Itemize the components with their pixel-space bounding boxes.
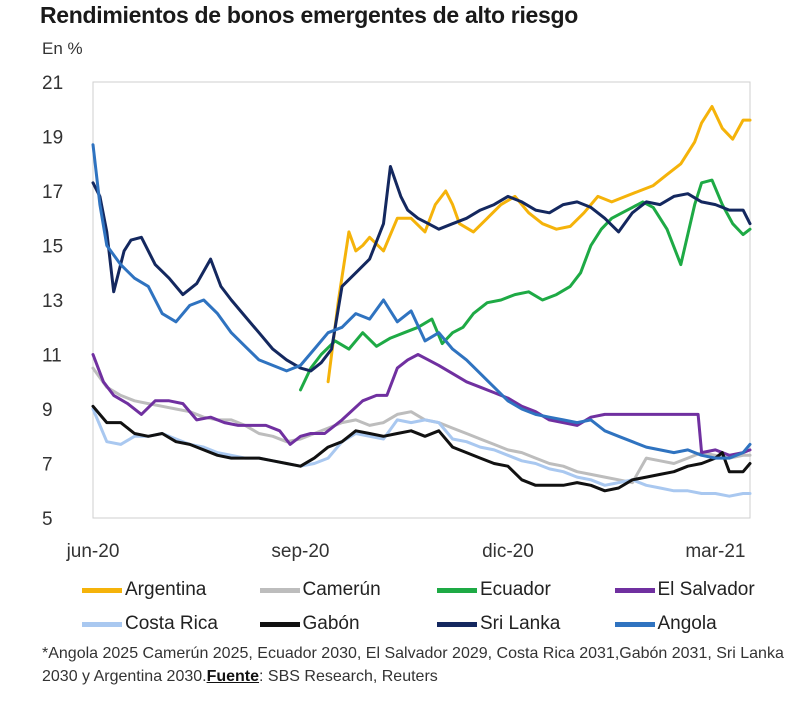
legend-swatch-gabon: [259, 621, 300, 627]
line-chart: 21 19 17 15 13 11 9 7 5 jun-20 sep-20 dic-20 mar-21: [42, 73, 752, 562]
legend-label-camerun: Camerún: [302, 579, 381, 600]
legend-item-argentina: Argentina: [82, 579, 260, 601]
legend-row: Argentina Camerún Ecuador El Salvador: [82, 573, 792, 607]
plot-frame: [92, 81, 751, 519]
legend-label-ecuador: Ecuador: [480, 579, 551, 600]
legend-swatch-costa-rica: [82, 621, 122, 627]
x-tick-label: jun-20: [66, 541, 120, 562]
legend-item-costa-rica: Costa Rica: [82, 613, 260, 635]
legend-item-ecuador: Ecuador: [437, 579, 615, 601]
legend-swatch-camerun: [259, 587, 300, 593]
legend-label-sri-lanka: Sri Lanka: [480, 613, 561, 634]
y-tick-label: 9: [42, 400, 53, 421]
x-tick-label: sep-20: [271, 541, 329, 562]
y-tick-label: 21: [42, 73, 63, 94]
y-tick-label: 7: [42, 455, 53, 476]
series-line-angola: [91, 143, 752, 460]
legend-swatch-el-salvador: [614, 587, 655, 593]
y-axis-unit-label: En %: [42, 39, 83, 58]
legend-item-camerun: Camerún: [259, 579, 438, 601]
y-tick-label: 19: [42, 128, 63, 149]
x-tick-label: dic-20: [482, 541, 534, 562]
series-line-camerun: [91, 366, 752, 485]
y-tick-label: 13: [42, 291, 63, 312]
y-tick-label: 17: [42, 182, 63, 203]
series-line-gabon: [91, 404, 752, 493]
footnote-text: *Angola 2025 Camerún 2025, Ecuador 2030,…: [42, 645, 784, 685]
chart-title: Rendimientos de bonos emergentes de alto…: [40, 2, 579, 28]
series-lines: [91, 105, 752, 498]
legend-row: Costa Rica Gabón Sri Lanka Angola: [82, 607, 792, 641]
y-tick-label: 11: [42, 346, 62, 367]
series-line-el-salvador: [91, 353, 752, 457]
series-line-argentina: [326, 105, 752, 384]
legend-item-el-salvador: El Salvador: [614, 579, 793, 601]
legend-label-gabon: Gabón: [302, 613, 360, 634]
footnote: *Angola 2025 Camerún 2025, Ecuador 2030,…: [42, 642, 792, 688]
legend-swatch-angola: [614, 621, 655, 627]
y-tick-label: 15: [42, 237, 63, 258]
legend-label-argentina: Argentina: [125, 579, 207, 600]
y-tick-label: 5: [42, 509, 53, 530]
x-tick-label: mar-21: [685, 541, 745, 562]
legend-swatch-argentina: [82, 587, 122, 593]
legend-item-sri-lanka: Sri Lanka: [437, 613, 615, 635]
x-axis: jun-20 sep-20 dic-20 mar-21: [66, 541, 746, 562]
series-line-costa-rica: [91, 407, 752, 498]
legend-item-gabon: Gabón: [259, 613, 438, 635]
legend: Argentina Camerún Ecuador El Salvador Co…: [82, 573, 792, 641]
y-axis: 21 19 17 15 13 11 9 7 5: [42, 73, 63, 530]
legend-swatch-sri-lanka: [437, 621, 477, 627]
legend-label-el-salvador: El Salvador: [657, 579, 755, 600]
source-text: : SBS Research, Reuters: [259, 668, 438, 685]
legend-label-costa-rica: Costa Rica: [125, 613, 218, 634]
series-line-sri-lanka: [91, 165, 752, 373]
legend-item-angola: Angola: [614, 613, 793, 635]
source-label: Fuente: [206, 668, 260, 685]
legend-swatch-ecuador: [437, 587, 477, 593]
legend-label-angola: Angola: [657, 613, 717, 634]
series-line-ecuador: [299, 178, 752, 392]
